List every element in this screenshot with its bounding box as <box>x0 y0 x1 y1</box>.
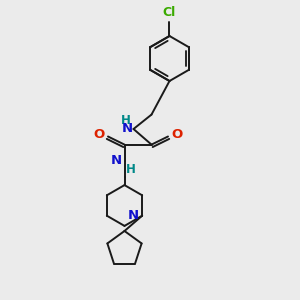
Text: O: O <box>94 128 105 141</box>
Text: H: H <box>121 115 131 128</box>
Text: O: O <box>171 128 182 141</box>
Text: N: N <box>111 154 122 167</box>
Text: N: N <box>128 209 139 222</box>
Text: N: N <box>122 122 133 135</box>
Text: H: H <box>126 163 136 176</box>
Text: Cl: Cl <box>163 6 176 19</box>
